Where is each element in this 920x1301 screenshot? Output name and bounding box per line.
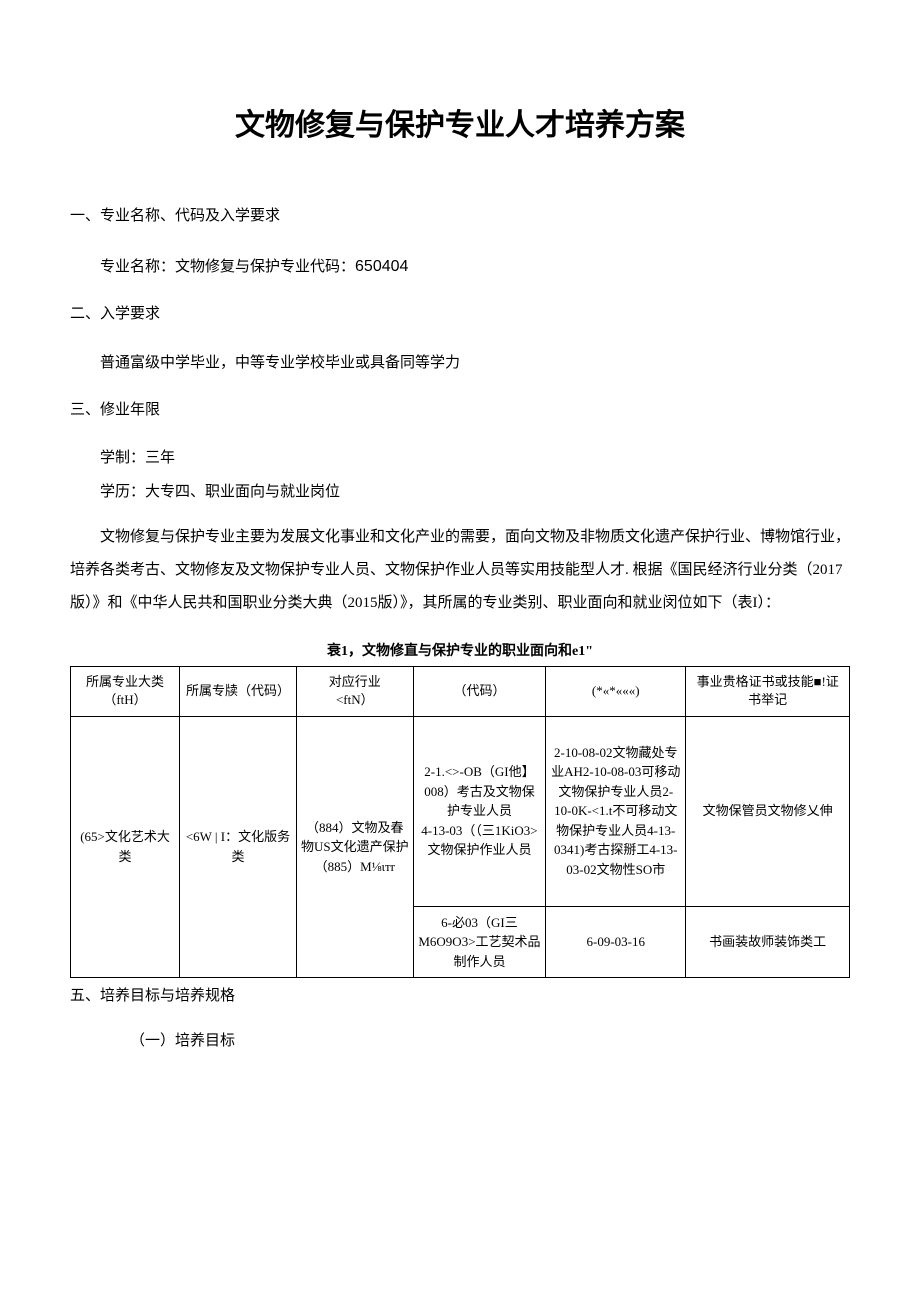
cell-cert-1: 文物保管员文物修乂伸: [686, 716, 850, 906]
body-paragraph-1: 文物修复与保护专业主要为发展文化事业和文化产业的需要，面向文物及非物质文化遗产保…: [70, 521, 850, 620]
section-2-heading: 二、入学要求: [70, 302, 850, 323]
section-3-line2: 学历：大专四、职业面向与就业岗位: [100, 477, 850, 507]
document-title: 文物修复与保护专业人才培养方案: [70, 100, 850, 144]
th-3: 对应行业<ftN）: [296, 667, 413, 716]
career-table: 所属专业大类 （ftH） 所属专牍（代码） 对应行业<ftN） （代码） (*«…: [70, 666, 850, 978]
table-caption: 衰1，文物修直与保护专业的职业面向和e1": [70, 640, 850, 660]
major-code: 650404: [355, 258, 408, 275]
cell-detail-1: 2-10-08-02文物藏处专业AH2-10-08-03可移动文物保护专业人员2…: [546, 716, 686, 906]
major-name-label: 专业名称：文物修复与保护专业代码：: [100, 259, 355, 275]
cell-code-1: 2-1.<>-OB（GI他】008）考古及文物保护专业人员4-13-03（（三1…: [413, 716, 545, 906]
table-row: (65>文化艺术大类 <6W | I：文化版务类 （884）文物及春物US文化遗…: [71, 716, 850, 906]
section-1-heading: 一、专业名称、代码及入学要求: [70, 204, 850, 225]
th-5: (*«*«««): [546, 667, 686, 716]
th-1: 所属专业大类 （ftH）: [71, 667, 180, 716]
cell-cert-2: 书画装故师装饰类工: [686, 906, 850, 978]
cell-detail-2: 6-09-03-16: [546, 906, 686, 978]
th-6: 事业贵格证书或技能■!证书举记: [686, 667, 850, 716]
section-5-heading: 五、培养目标与培养规格: [70, 984, 850, 1005]
section-3-line1: 学制：三年: [100, 443, 850, 473]
section-3-heading: 三、修业年限: [70, 398, 850, 419]
cell-major-category: (65>文化艺术大类: [71, 716, 180, 978]
section-5-sub1: （一）培养目标: [130, 1029, 850, 1050]
cell-major-subcategory: <6W | I：文化版务类: [180, 716, 297, 978]
th-4: （代码）: [413, 667, 545, 716]
cell-industry: （884）文物及春物US文化遗产保护（885）M⅛ιтr: [296, 716, 413, 978]
cell-code-2: 6-必03（GI三M6O9O3>工艺契术品制作人员: [413, 906, 545, 978]
table-header-row: 所属专业大类 （ftH） 所属专牍（代码） 对应行业<ftN） （代码） (*«…: [71, 667, 850, 716]
th-2: 所属专牍（代码）: [180, 667, 297, 716]
section-2-content: 普通富级中学毕业，中等专业学校毕业或具备同等学力: [70, 347, 850, 380]
section-1-content: 专业名称：文物修复与保护专业代码：650404: [70, 249, 850, 284]
